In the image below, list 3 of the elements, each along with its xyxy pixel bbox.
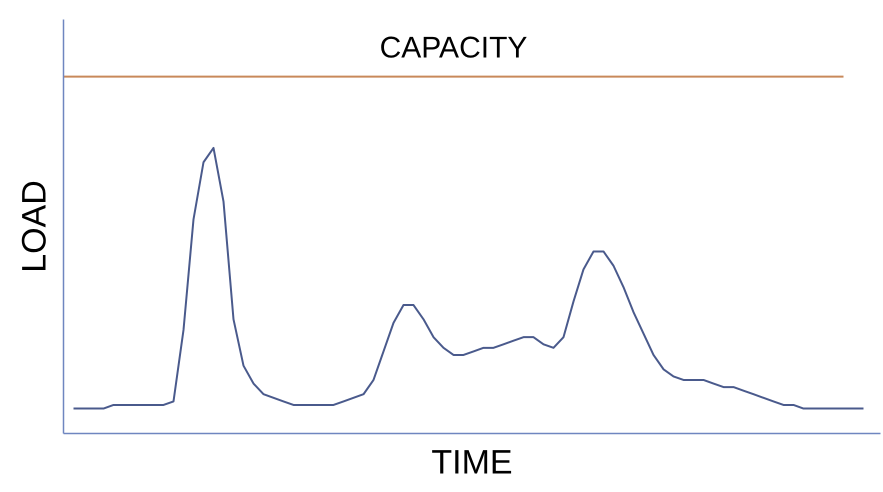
y-axis-title: LOAD xyxy=(16,180,54,273)
x-axis-title: TIME xyxy=(431,444,513,482)
series-label: CAPACITY xyxy=(380,32,528,65)
